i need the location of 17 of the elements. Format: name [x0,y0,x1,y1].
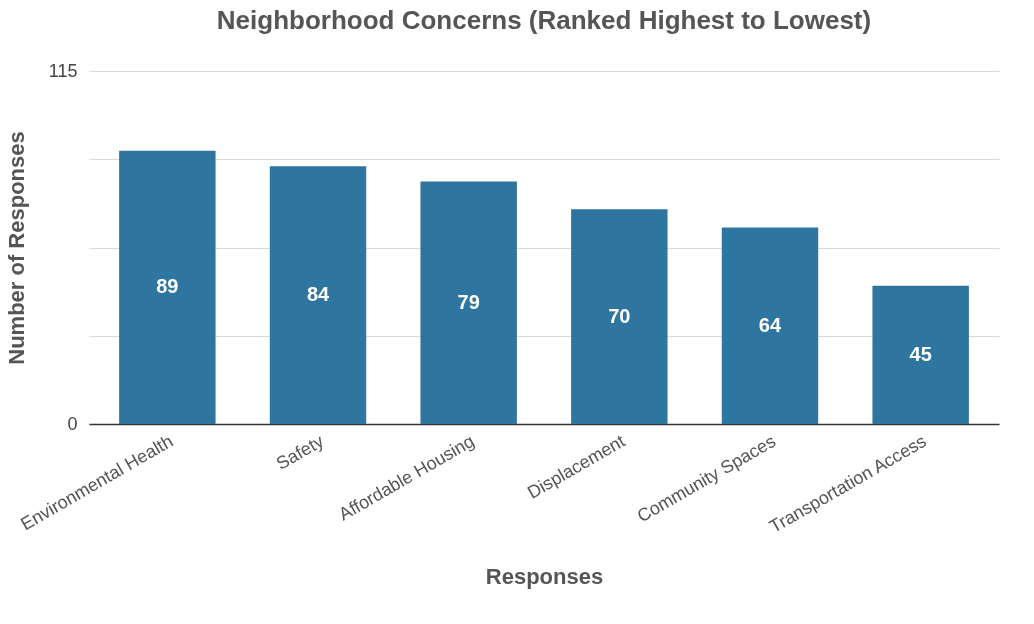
y-axis-title: Number of Responses [3,131,29,365]
bar [721,227,819,424]
data-label: 89 [156,275,179,298]
bar [872,285,969,424]
bar [571,209,668,424]
y-tick-label: 115 [48,60,78,81]
chart-title: Neighborhood Concerns (Ranked Highest to Lowest) [216,5,872,35]
data-label: 45 [909,342,932,365]
bar [119,150,216,424]
data-label: 70 [608,304,631,327]
bar [269,166,367,424]
bar [420,181,517,424]
y-tick-label: 0 [67,413,78,434]
data-label: 84 [306,283,330,306]
data-label: 64 [758,313,782,336]
x-axis-title: Responses [485,564,604,590]
data-label: 79 [457,290,480,313]
